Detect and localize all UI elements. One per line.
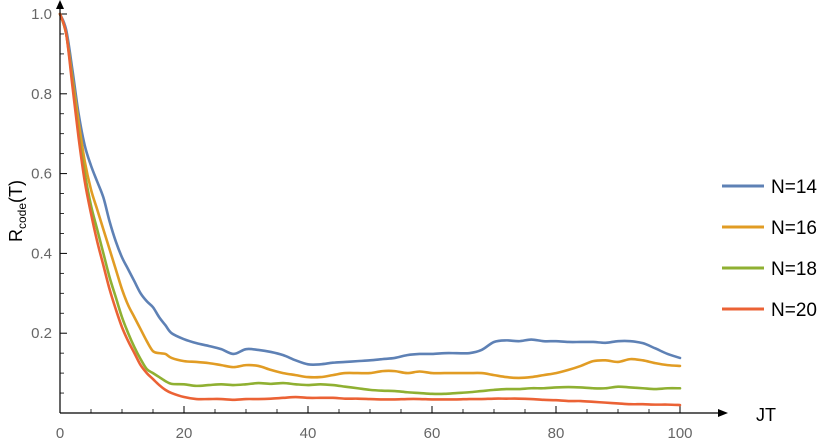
x-tick-label: 80 <box>548 425 565 440</box>
x-tick-label: 60 <box>424 425 441 440</box>
y-axis-title-sub: code <box>15 203 29 229</box>
series-line-n14 <box>58 12 682 366</box>
series-line-n20 <box>58 12 682 407</box>
y-axis-title-tail: (T) <box>6 180 26 203</box>
series-line-n16 <box>58 12 682 380</box>
x-tick-label: 0 <box>56 425 64 440</box>
legend: N=14 N=16 N=18 N=20 <box>722 177 817 321</box>
y-tick-label: 0.6 <box>31 166 52 183</box>
x-tick-label: 20 <box>176 425 193 440</box>
legend-label-n20: N=20 <box>771 300 817 321</box>
x-tick-label: 100 <box>667 425 692 440</box>
legend-label-n18: N=18 <box>771 259 817 280</box>
x-axis-title: JT <box>756 405 776 425</box>
y-axis-arrow <box>56 0 64 9</box>
y-axis-title: Rcode(T) <box>6 180 29 242</box>
y-tick-label: 0.2 <box>31 325 52 342</box>
y-tick-label: 0.4 <box>31 245 52 262</box>
x-tick-label: 40 <box>300 425 317 440</box>
x-axis-arrow <box>718 409 728 417</box>
x-axis-ticks: 0 20 40 60 80 100 <box>56 406 693 440</box>
legend-label-n16: N=16 <box>771 218 817 239</box>
series-lines <box>58 12 682 407</box>
series-line-n18 <box>58 12 682 396</box>
y-tick-label: 1.0 <box>31 6 52 23</box>
y-tick-label: 0.8 <box>31 86 52 103</box>
y-axis-ticks: 0.2 0.4 0.6 0.8 1.0 <box>31 6 67 394</box>
legend-label-n14: N=14 <box>771 177 817 198</box>
y-axis-title-main: R <box>6 229 26 242</box>
